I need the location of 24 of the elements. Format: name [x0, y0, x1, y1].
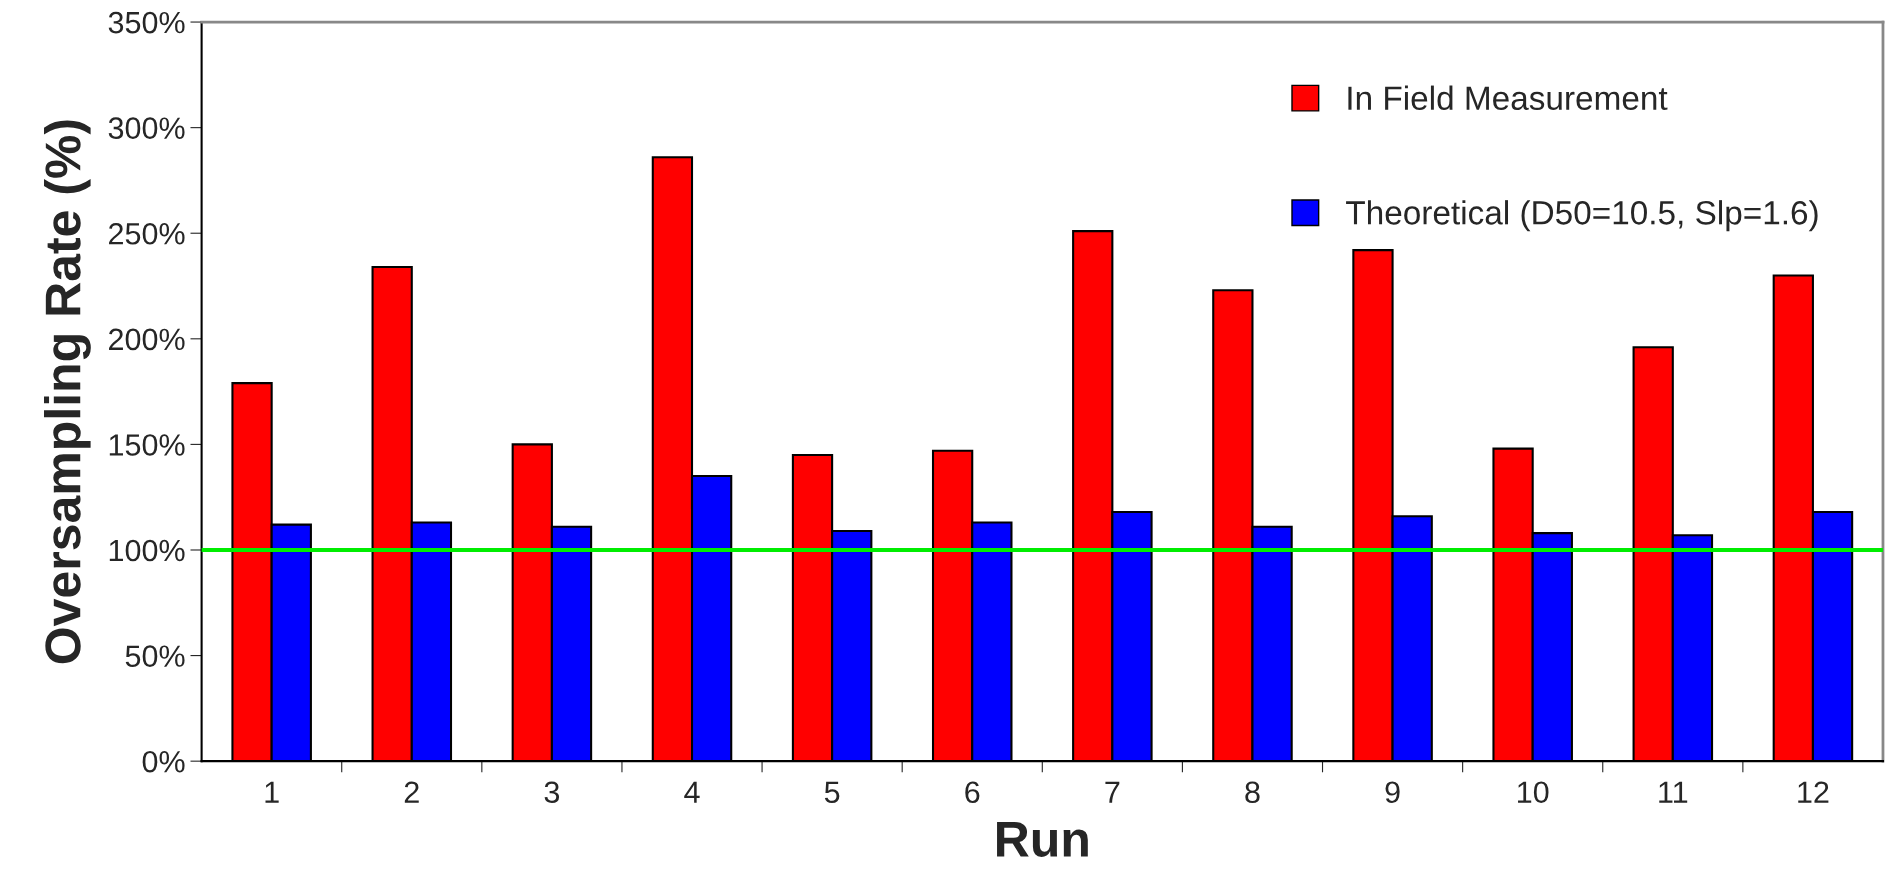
x-tick-label: 1 — [265, 781, 279, 803]
y-tick-label: 250% — [109, 222, 185, 245]
y-tick-label: 150% — [109, 434, 185, 456]
x-tick-label: 2 — [404, 781, 419, 803]
y-tick-label: 200% — [109, 328, 185, 351]
legend-label: Theoretical (D50=10.5, Slp=1.6) — [1346, 200, 1818, 232]
x-tick-label: 8 — [1245, 781, 1260, 804]
legend-label: In Field Measurement — [1348, 85, 1668, 111]
y-tick-label: 300% — [108, 117, 185, 140]
x-tick-label: 7 — [1105, 781, 1120, 803]
x-tick-label: 5 — [824, 781, 840, 804]
y-tick-label: 350% — [108, 11, 185, 34]
y-tick-label: 50% — [125, 645, 185, 667]
x-tick-label: 12 — [1798, 781, 1829, 803]
y-tick-label: 0% — [142, 750, 185, 773]
y-tick-label: 100% — [109, 539, 185, 562]
x-tick-label: 9 — [1385, 781, 1400, 804]
x-tick-label: 4 — [684, 781, 700, 803]
x-tick-label: 6 — [965, 781, 980, 804]
x-tick-label: 11 — [1659, 781, 1688, 803]
x-tick-label: 3 — [544, 781, 560, 804]
x-tick-label: 10 — [1518, 781, 1549, 804]
x-axis-title: Run — [997, 822, 1088, 857]
y-axis-title: Oversampling Rate (%) — [44, 120, 91, 664]
